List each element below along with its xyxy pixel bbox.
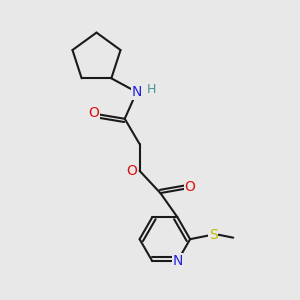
Text: N: N	[172, 254, 183, 268]
Text: O: O	[126, 164, 137, 178]
Text: N: N	[131, 85, 142, 99]
Text: H: H	[147, 83, 156, 96]
Text: O: O	[185, 180, 196, 194]
Text: O: O	[88, 106, 99, 120]
Text: S: S	[208, 228, 217, 242]
